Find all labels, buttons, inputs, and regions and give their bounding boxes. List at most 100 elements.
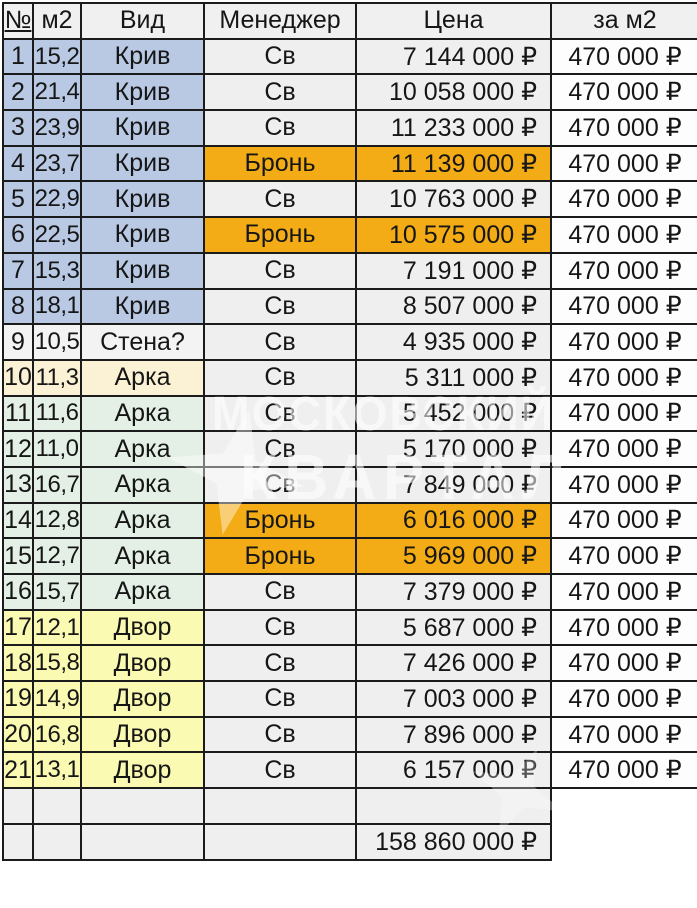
cell-manager[interactable]: Св [203,715,357,754]
header-manager[interactable]: Менеджер [203,2,357,40]
cell-price-per-m2[interactable]: 470 000 ₽ [550,144,697,183]
cell-m2[interactable]: 12,8 [32,501,82,540]
cell-price[interactable]: 7 379 000 ₽ [355,573,552,611]
cell-number[interactable]: 10 [2,358,34,397]
empty-cell-m2[interactable] [32,787,82,825]
cell-view[interactable]: Двор [80,608,205,647]
cell-number[interactable]: 12 [2,430,34,468]
cell-m2[interactable]: 11,0 [32,430,82,468]
cell-manager[interactable]: Бронь [203,537,357,575]
cell-view[interactable]: Стена? [80,323,205,361]
cell-m2[interactable]: 13,1 [32,751,82,790]
cell-number[interactable]: 6 [2,216,34,254]
cell-view[interactable]: Двор [80,644,205,683]
cell-price[interactable]: 10 058 000 ₽ [355,73,552,112]
cell-price[interactable]: 7 144 000 ₽ [355,37,552,76]
cell-manager[interactable]: Св [203,394,357,433]
cell-price[interactable]: 10 575 000 ₽ [355,216,552,254]
cell-manager[interactable]: Св [203,109,357,147]
cell-price-per-m2[interactable]: 470 000 ₽ [550,465,697,504]
cell-manager[interactable]: Св [203,465,357,504]
cell-m2[interactable]: 15,3 [32,251,82,290]
cell-manager[interactable]: Св [203,323,357,361]
cell-price-per-m2[interactable]: 470 000 ₽ [550,644,697,683]
cell-number[interactable]: 7 [2,251,34,290]
cell-price[interactable]: 5 311 000 ₽ [355,358,552,397]
cell-manager[interactable]: Св [203,287,357,326]
cell-price-per-m2[interactable]: 470 000 ₽ [550,358,697,397]
cell-price-per-m2[interactable]: 470 000 ₽ [550,680,697,718]
empty-cell-price[interactable] [355,787,552,825]
cell-view[interactable]: Арка [80,501,205,540]
cell-price[interactable]: 5 452 000 ₽ [355,394,552,433]
cell-m2[interactable]: 22,9 [32,180,82,219]
cell-number[interactable]: 4 [2,144,34,183]
cell-price-per-m2[interactable]: 470 000 ₽ [550,180,697,219]
cell-view[interactable]: Двор [80,680,205,718]
cell-view[interactable]: Крив [80,37,205,76]
cell-view[interactable]: Крив [80,73,205,112]
cell-price[interactable]: 5 969 000 ₽ [355,537,552,575]
cell-price[interactable]: 6 016 000 ₽ [355,501,552,540]
total-cell-m2[interactable] [32,822,82,861]
cell-price[interactable]: 7 003 000 ₽ [355,680,552,718]
cell-view[interactable]: Крив [80,180,205,219]
cell-manager[interactable]: Св [203,430,357,468]
cell-price-per-m2[interactable]: 470 000 ₽ [550,37,697,76]
cell-view[interactable]: Крив [80,144,205,183]
cell-price-per-m2[interactable]: 470 000 ₽ [550,287,697,326]
cell-m2[interactable]: 10,5 [32,323,82,361]
cell-price-per-m2[interactable]: 470 000 ₽ [550,430,697,468]
cell-price[interactable]: 7 896 000 ₽ [355,715,552,754]
cell-price[interactable]: 8 507 000 ₽ [355,287,552,326]
cell-number[interactable]: 16 [2,573,34,611]
header-price-per-m2[interactable]: за м2 [550,2,697,40]
cell-manager[interactable]: Св [203,73,357,112]
cell-view[interactable]: Крив [80,251,205,290]
cell-m2[interactable]: 21,4 [32,73,82,112]
empty-cell-price-per-m2[interactable] [550,787,697,824]
cell-manager[interactable]: Св [203,680,357,718]
cell-m2[interactable]: 14,9 [32,680,82,718]
cell-number[interactable]: 17 [2,608,34,647]
cell-view[interactable]: Крив [80,216,205,254]
cell-m2[interactable]: 11,6 [32,394,82,433]
cell-manager[interactable]: Св [203,37,357,76]
cell-price-per-m2[interactable]: 470 000 ₽ [550,501,697,540]
cell-m2[interactable]: 11,3 [32,358,82,397]
cell-m2[interactable]: 22,5 [32,216,82,254]
cell-number[interactable]: 13 [2,465,34,504]
empty-cell-view[interactable] [80,787,205,825]
cell-number[interactable]: 3 [2,109,34,147]
cell-number[interactable]: 18 [2,644,34,683]
cell-view[interactable]: Двор [80,715,205,754]
cell-m2[interactable]: 18,1 [32,287,82,326]
cell-price[interactable]: 7 849 000 ₽ [355,465,552,504]
cell-price-per-m2[interactable]: 470 000 ₽ [550,751,697,790]
cell-price-per-m2[interactable]: 470 000 ₽ [550,323,697,361]
empty-cell-manager[interactable] [203,787,357,825]
cell-number[interactable]: 1 [2,37,34,76]
cell-price-per-m2[interactable]: 470 000 ₽ [550,573,697,611]
header-view[interactable]: Вид [80,2,205,40]
cell-price[interactable]: 4 935 000 ₽ [355,323,552,361]
cell-number[interactable]: 19 [2,680,34,718]
cell-price[interactable]: 10 763 000 ₽ [355,180,552,219]
cell-number[interactable]: 2 [2,73,34,112]
cell-price-per-m2[interactable]: 470 000 ₽ [550,73,697,112]
cell-m2[interactable]: 15,7 [32,573,82,611]
cell-view[interactable]: Арка [80,537,205,575]
cell-manager[interactable]: Св [203,751,357,790]
cell-m2[interactable]: 15,8 [32,644,82,683]
header-m2[interactable]: м2 [32,2,82,40]
cell-manager[interactable]: Св [203,608,357,647]
cell-number[interactable]: 15 [2,537,34,575]
cell-number[interactable]: 9 [2,323,34,361]
cell-view[interactable]: Арка [80,573,205,611]
cell-view[interactable]: Арка [80,465,205,504]
cell-m2[interactable]: 16,7 [32,465,82,504]
cell-price-per-m2[interactable]: 470 000 ₽ [550,109,697,147]
cell-price-per-m2[interactable]: 470 000 ₽ [550,251,697,290]
header-number[interactable]: № [2,2,34,40]
cell-price[interactable]: 5 687 000 ₽ [355,608,552,647]
